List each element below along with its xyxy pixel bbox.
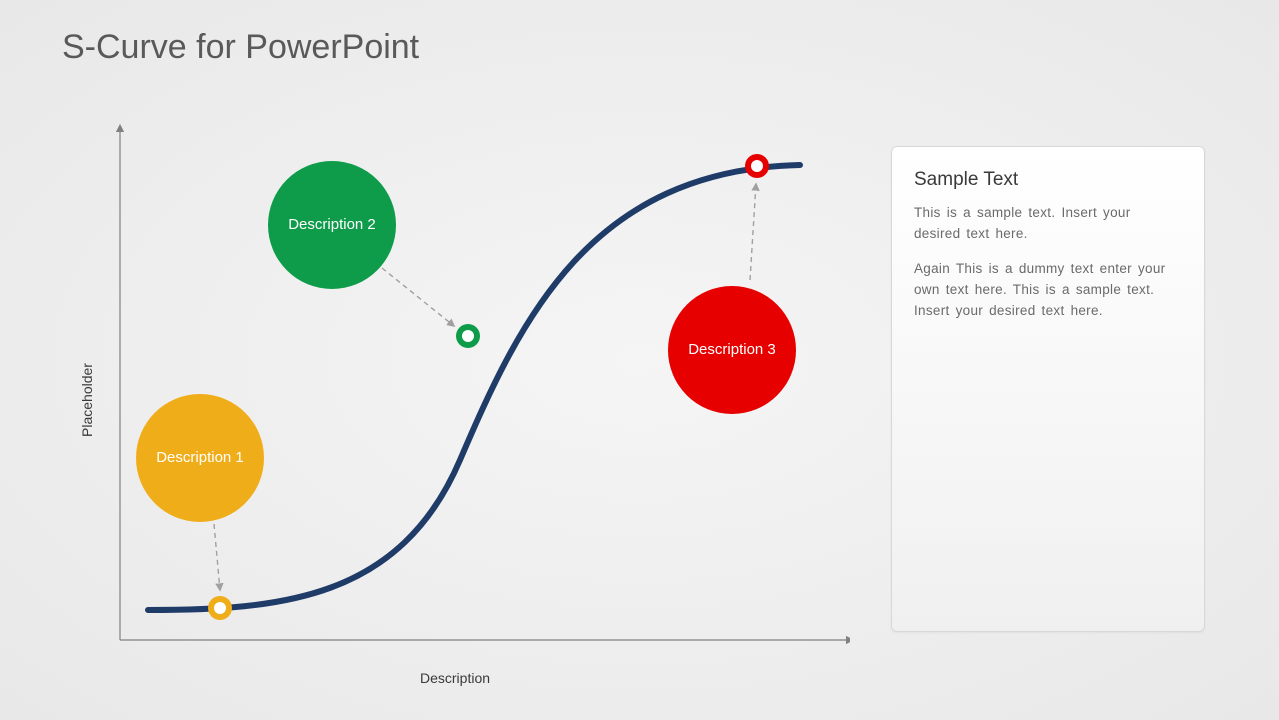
panel-title: Sample Text: [914, 169, 1182, 191]
description-bubble: Description 1: [136, 394, 264, 522]
slide-title: S-Curve for PowerPoint: [62, 28, 419, 67]
bubbles-layer: Description 1Description 2 Description 3: [60, 120, 850, 680]
description-bubble: Description 2: [268, 161, 396, 289]
panel-body: This is a sample text. Insert your desir…: [914, 203, 1182, 322]
text-panel: Sample Text This is a sample text. Inser…: [891, 146, 1205, 632]
chart-area: Placeholder Description Description 1Des…: [60, 120, 850, 680]
panel-paragraph: Again This is a dummy text enter your ow…: [914, 259, 1182, 322]
panel-paragraph: This is a sample text. Insert your desir…: [914, 203, 1182, 245]
description-bubble: Description 3: [668, 286, 796, 414]
